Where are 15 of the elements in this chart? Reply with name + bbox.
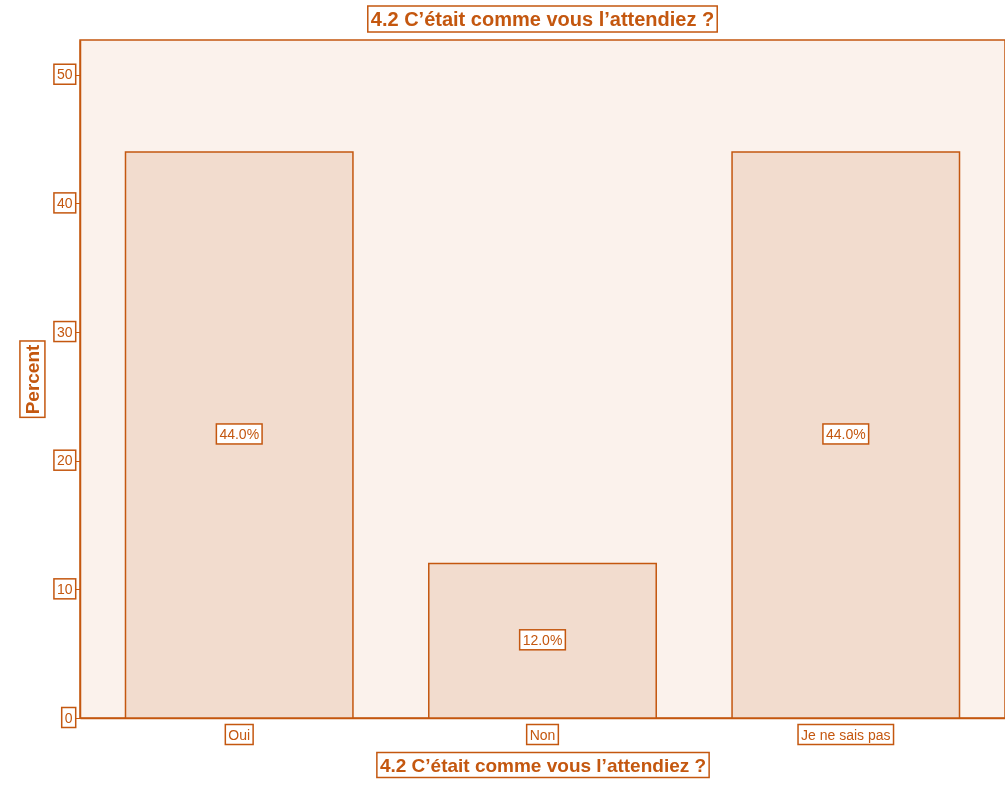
y-tick-label: 40 [56, 194, 73, 211]
data-label: 44.0% [219, 425, 260, 442]
x-tick-label: Oui [228, 726, 251, 743]
data-label: 44.0% [825, 425, 866, 442]
y-tick-label: 20 [56, 452, 73, 469]
data-label: 12.0% [522, 631, 563, 648]
x-tick-label: Je ne sais pas [801, 726, 891, 743]
y-tick-label: 30 [56, 323, 73, 340]
y-tick-label: 10 [56, 580, 73, 597]
x-axis-title: 4.2 C’était comme vous l’attendiez ? [379, 754, 707, 776]
y-tick-label: 50 [56, 66, 73, 83]
y-axis-title: Percent [21, 343, 43, 415]
x-tick-label: Non [529, 726, 556, 743]
chart-title: 4.2 C’était comme vous l’attendiez ? [370, 8, 715, 30]
y-tick-label: 0 [64, 709, 73, 726]
